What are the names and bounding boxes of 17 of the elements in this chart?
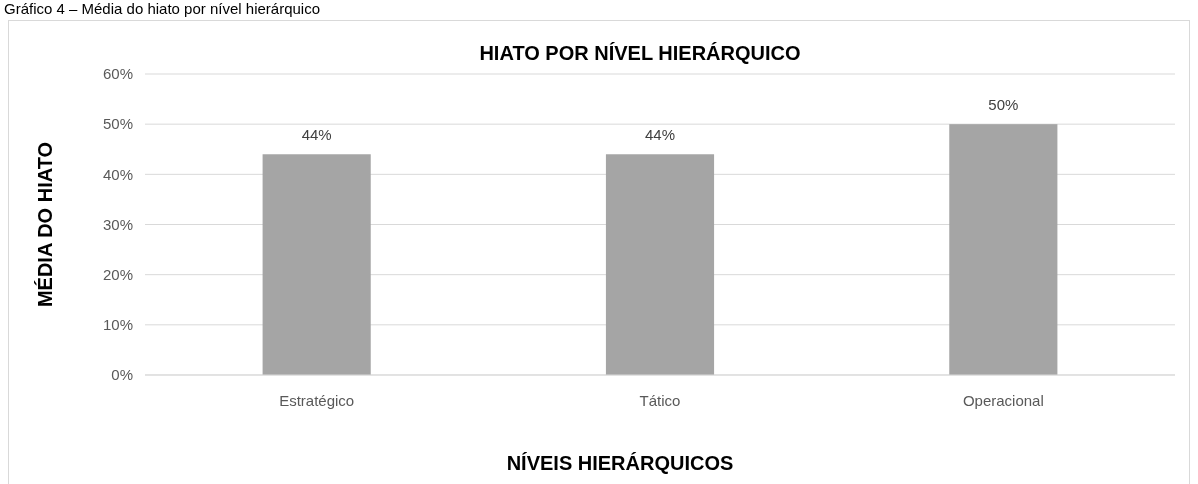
x-tick-label: Operacional (962, 392, 1044, 409)
data-label: 50% (988, 96, 1019, 114)
y-axis-title: MÉDIA DO HIATO (34, 141, 56, 308)
y-tick-label: 10% (102, 316, 133, 334)
data-label: 44% (644, 126, 676, 144)
x-tick-label: Tático (639, 392, 681, 409)
x-axis-title: NÍVEIS HIERÁRQUICOS (506, 452, 734, 474)
y-tick-label: 0% (111, 366, 133, 384)
text: Gráfico 4 – Média do hiato por nível hierárquico (4, 0, 321, 17)
y-tick-label: 50% (102, 115, 133, 133)
y-tick-label: 40% (102, 165, 133, 183)
chart-title: HIATO POR NÍVEL HIERÁRQUICO (479, 42, 801, 64)
y-tick-label: 60% (102, 65, 133, 83)
data-label: 44% (301, 126, 332, 144)
y-tick-label: 20% (102, 265, 133, 283)
y-tick-label: 30% (102, 215, 133, 233)
x-tick-label: Estratégico (279, 392, 355, 409)
